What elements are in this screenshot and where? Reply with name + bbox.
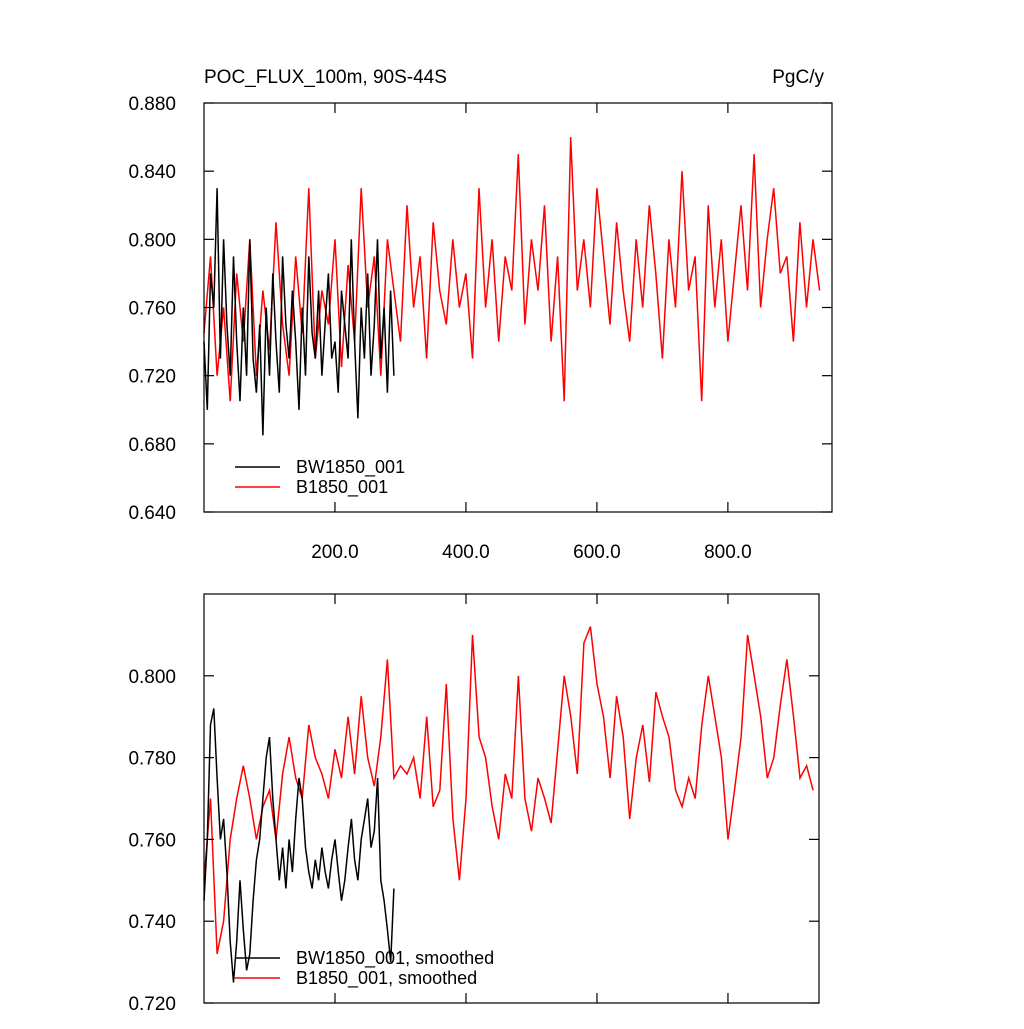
units-label: PgC/y bbox=[772, 67, 824, 88]
series-line bbox=[203, 137, 821, 402]
y-tick-label: 0.780 bbox=[128, 749, 176, 770]
legend-label: B1850_001, smoothed bbox=[296, 968, 477, 989]
series-line bbox=[203, 188, 395, 436]
y-tick-label: 0.680 bbox=[128, 435, 176, 456]
y-tick-label: 0.760 bbox=[128, 299, 176, 320]
chart-title: POC_FLUX_100m, 90S-44S bbox=[204, 67, 447, 88]
series-line bbox=[203, 626, 814, 955]
legend-label: BW1850_001, smoothed bbox=[296, 948, 494, 969]
x-tick-label: 200.0 bbox=[311, 542, 359, 563]
y-tick-label: 0.880 bbox=[128, 94, 176, 115]
x-tick-label: 600.0 bbox=[573, 542, 621, 563]
x-tick-label: 400.0 bbox=[442, 542, 490, 563]
y-tick-label: 0.800 bbox=[128, 230, 176, 251]
x-tick-label: 800.0 bbox=[704, 542, 752, 563]
y-tick-label: 0.840 bbox=[128, 162, 176, 183]
y-tick-label: 0.760 bbox=[128, 830, 176, 851]
legend-label: B1850_001 bbox=[296, 477, 388, 498]
y-tick-label: 0.720 bbox=[128, 367, 176, 388]
series-line bbox=[203, 708, 395, 983]
plot-frame bbox=[203, 593, 820, 1004]
y-tick-label: 0.740 bbox=[128, 912, 176, 933]
legend-label: BW1850_001 bbox=[296, 457, 405, 478]
y-tick-label: 0.800 bbox=[128, 667, 176, 688]
y-tick-label: 0.640 bbox=[128, 503, 176, 524]
y-tick-label: 0.720 bbox=[128, 994, 176, 1015]
